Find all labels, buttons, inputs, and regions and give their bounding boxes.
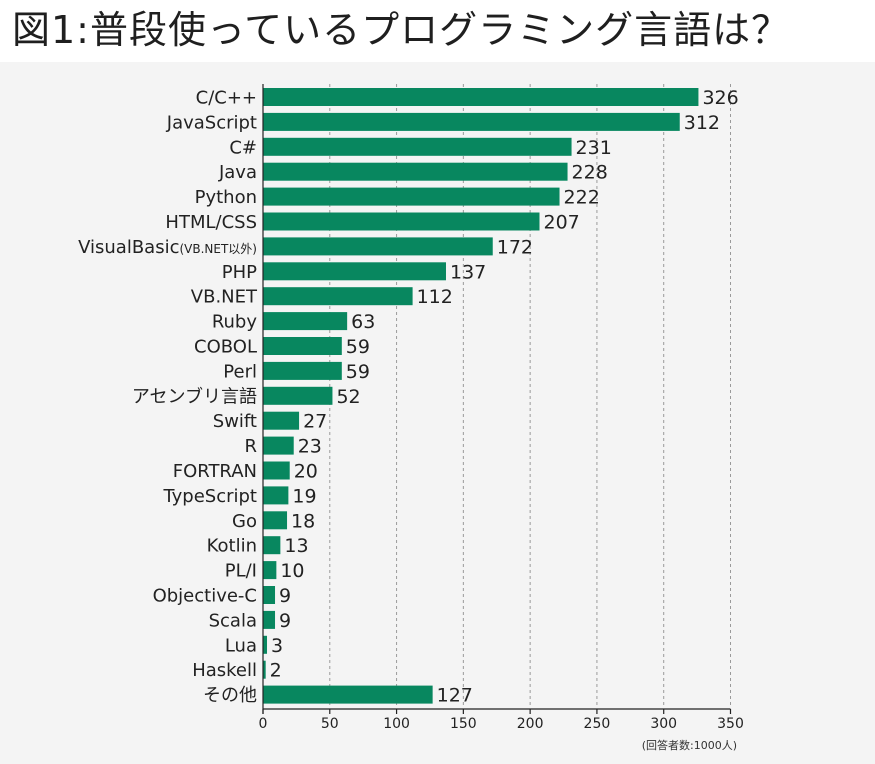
value-label: 63: [351, 311, 375, 333]
bar: [263, 610, 276, 629]
value-label: 18: [291, 510, 315, 532]
value-label: 23: [298, 436, 322, 458]
category-label: Ruby: [212, 312, 258, 333]
bar: [263, 137, 572, 156]
bar: [263, 461, 290, 480]
bar: [263, 312, 348, 331]
respondents-note: (回答者数:1000人): [642, 738, 737, 752]
bar: [263, 187, 560, 206]
value-label: 52: [336, 386, 360, 408]
value-label: 137: [450, 261, 486, 283]
category-label: Python: [195, 187, 257, 208]
category-label: Objective-C: [153, 586, 257, 607]
category-label: HTML/CSS: [165, 212, 257, 233]
bar: [263, 486, 289, 505]
bar: [263, 287, 413, 306]
value-label: 326: [702, 87, 738, 109]
category-label: Go: [232, 511, 257, 532]
value-label: 19: [292, 485, 316, 507]
bar: [263, 436, 294, 455]
value-label: 27: [303, 411, 327, 433]
category-label: Scala: [209, 610, 257, 631]
x-tick-label: 50: [321, 716, 339, 732]
value-label: 172: [497, 236, 533, 258]
bar: [263, 660, 266, 679]
bar: [263, 561, 277, 580]
category-label: JavaScript: [166, 112, 257, 133]
value-label: 112: [417, 286, 453, 308]
value-label: 222: [564, 187, 600, 209]
value-label: 231: [576, 137, 612, 159]
x-tick-label: 300: [650, 716, 677, 732]
x-tick-label: 250: [584, 716, 611, 732]
bar: [263, 586, 276, 604]
value-label: 127: [437, 685, 473, 707]
category-label: Lua: [225, 635, 257, 656]
category-label: Haskell: [192, 660, 257, 681]
bar: [263, 536, 281, 555]
x-tick-label: 350: [717, 716, 744, 732]
bar: [263, 162, 568, 181]
category-label: R: [244, 436, 257, 457]
category-label: Kotlin: [207, 536, 257, 557]
bar: [263, 88, 699, 106]
bar: [263, 361, 342, 380]
value-label: 3: [271, 635, 283, 657]
category-label: Perl: [223, 361, 257, 382]
x-tick-label: 100: [383, 716, 410, 732]
value-label: 59: [346, 336, 370, 358]
category-label: TypeScript: [162, 486, 257, 507]
bar: [263, 511, 288, 530]
category-label: Swift: [213, 411, 257, 432]
x-tick-label: 150: [450, 716, 477, 732]
category-label: PHP: [222, 262, 257, 283]
value-label: 312: [684, 112, 720, 134]
category-label: アセンブリ言語: [132, 385, 257, 407]
bar: [263, 685, 433, 704]
bar: [263, 635, 268, 654]
bar: [263, 112, 680, 131]
bar: [263, 337, 342, 355]
x-tick-label: 0: [259, 716, 268, 732]
value-label: 2: [270, 660, 282, 682]
category-label: FORTRAN: [173, 461, 257, 482]
value-label: 9: [279, 610, 291, 632]
category-label: COBOL: [194, 337, 257, 358]
category-label: Java: [218, 162, 257, 183]
bar: [263, 212, 540, 231]
value-label: 59: [346, 361, 370, 383]
chart-title: 図1:普段使っているプログラミング言語は？: [12, 8, 791, 52]
bar: [263, 411, 300, 430]
value-label: 228: [572, 162, 608, 184]
value-label: 207: [543, 212, 579, 234]
value-label: 20: [294, 461, 318, 483]
category-label: C#: [229, 137, 257, 158]
category-label: VB.NET: [191, 287, 258, 308]
category-label: VisualBasic(VB.NET以外): [78, 237, 257, 258]
value-label: 10: [280, 560, 304, 582]
bar: [263, 386, 333, 405]
category-label: PL/I: [225, 561, 257, 582]
bar: [263, 262, 446, 281]
x-tick-label: 200: [517, 716, 544, 732]
bar: [263, 237, 493, 256]
value-label: 9: [279, 585, 291, 607]
value-label: 13: [284, 535, 308, 557]
category-label: その他: [203, 685, 257, 706]
category-label: C/C++: [196, 88, 257, 109]
